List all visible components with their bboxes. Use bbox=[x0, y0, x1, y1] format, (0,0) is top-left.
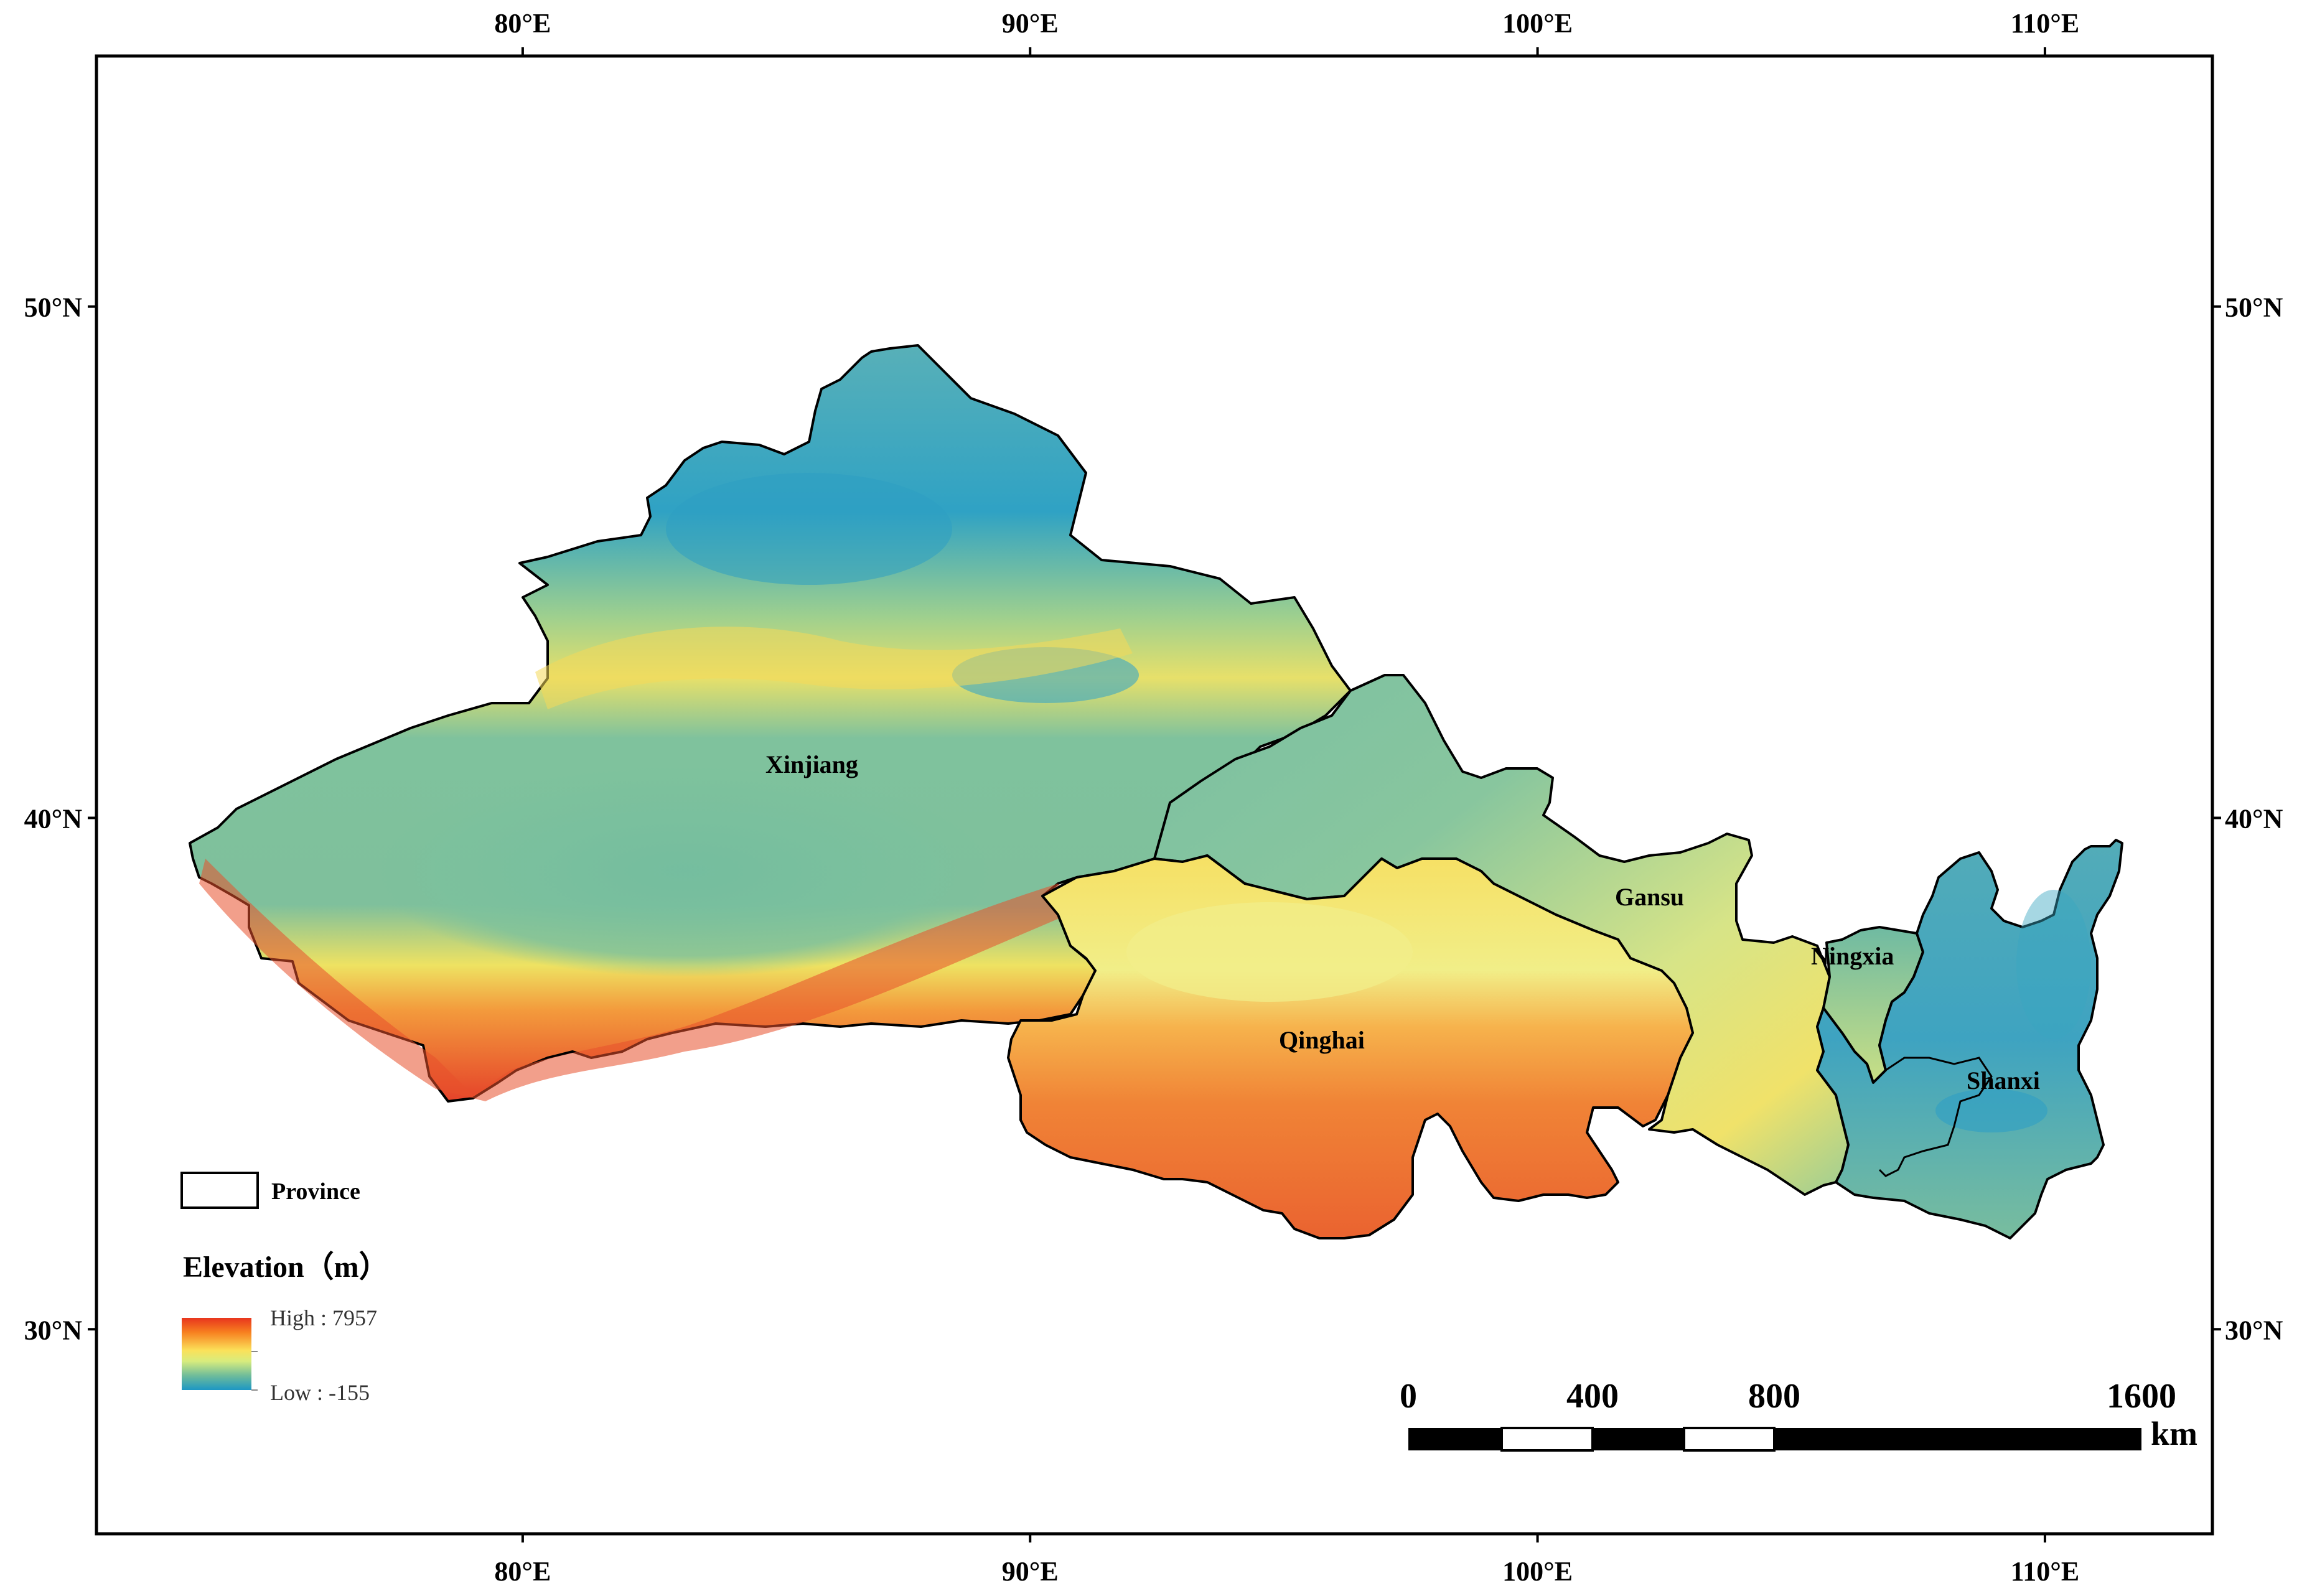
province-shanxi bbox=[1816, 839, 2123, 1239]
lon-label-top: 110°E bbox=[2011, 8, 2080, 39]
lat-label-left: 30°N bbox=[24, 1315, 83, 1345]
scale-seg-4 bbox=[1683, 1427, 1776, 1452]
map-legend: Province Elevation（m） High : 7957 Low : … bbox=[180, 1172, 389, 1405]
province-layer bbox=[189, 344, 2123, 1239]
legend-province-swatch bbox=[180, 1172, 259, 1209]
label-ningxia: Ningxia bbox=[1811, 942, 1894, 970]
legend-elevation-title: Elevation（m） bbox=[183, 1251, 389, 1284]
label-gansu: Gansu bbox=[1615, 883, 1684, 911]
label-xinjiang: Xinjiang bbox=[765, 750, 858, 778]
province-labels: Xinjiang Gansu Qinghai Ningxia Shanxi bbox=[765, 750, 2040, 1094]
tianshan-shading bbox=[535, 627, 1133, 709]
lon-label-bottom: 110°E bbox=[2011, 1556, 2080, 1587]
lon-label-top: 90°E bbox=[1002, 8, 1059, 39]
shanxi-north-shading bbox=[2016, 890, 2091, 1039]
scale-tick-0: 0 bbox=[1400, 1377, 1417, 1416]
lon-label-bottom: 100°E bbox=[1502, 1556, 1573, 1587]
map-frame bbox=[95, 54, 2214, 1536]
scale-seg-5 bbox=[1774, 1428, 2141, 1450]
lat-label-right: 30°N bbox=[2225, 1315, 2283, 1345]
qaidam-basin-shading bbox=[1126, 902, 1413, 1002]
scale-tick-1600: 1600 bbox=[2107, 1377, 2176, 1416]
lon-label-top: 80°E bbox=[494, 8, 551, 39]
scale-tick-400: 400 bbox=[1566, 1377, 1619, 1416]
label-shanxi: Shanxi bbox=[1967, 1066, 2040, 1094]
province-boundary-inner bbox=[1878, 1057, 1993, 1177]
dzungaria-shading bbox=[666, 473, 952, 585]
legend-high-label: High : 7957 bbox=[270, 1305, 377, 1330]
scale-bar: 0 400 800 1600 km bbox=[1400, 1377, 2197, 1452]
scale-unit: km bbox=[2151, 1415, 2197, 1452]
kunlun-shading bbox=[199, 859, 1083, 1101]
scale-seg-3 bbox=[1593, 1428, 1684, 1450]
shanxi-weihe-shading bbox=[1935, 1089, 2047, 1132]
lat-label-right: 50°N bbox=[2225, 292, 2283, 323]
legend-color-ramp bbox=[182, 1318, 251, 1390]
legend-province-label: Province bbox=[271, 1178, 360, 1205]
lon-label-bottom: 80°E bbox=[494, 1556, 551, 1587]
lat-label-left: 50°N bbox=[24, 292, 83, 323]
lon-label-bottom: 90°E bbox=[1002, 1556, 1059, 1587]
lon-label-top: 100°E bbox=[1502, 8, 1573, 39]
graticule: 80°E 80°E 90°E 90°E 100°E 100°E 110°E 110°E 50°N… bbox=[24, 8, 2283, 1587]
label-qinghai: Qinghai bbox=[1279, 1026, 1365, 1054]
legend-low-label: Low : -155 bbox=[270, 1380, 370, 1405]
lat-label-left: 40°N bbox=[24, 803, 83, 834]
tarim-basin-shading bbox=[373, 765, 996, 977]
lat-label-right: 40°N bbox=[2225, 803, 2283, 834]
scale-seg-2 bbox=[1500, 1427, 1594, 1452]
scale-tick-800: 800 bbox=[1748, 1377, 1800, 1416]
scale-seg-1 bbox=[1408, 1428, 1502, 1450]
